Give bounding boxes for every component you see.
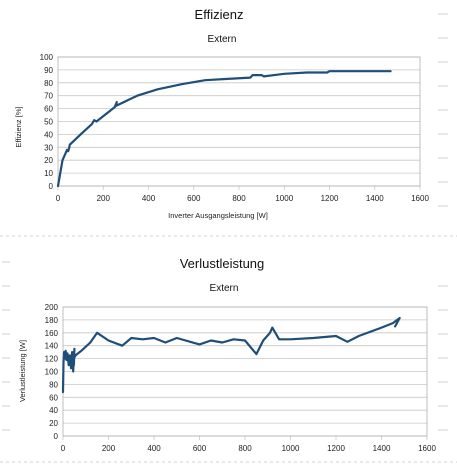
y-tick-label: 0: [54, 432, 59, 441]
power-loss-chart: Verlustleistung Extern 0 20 40 60 80 100 120 14…: [18, 256, 436, 453]
y-tick-label: 0: [49, 182, 54, 191]
y-tick-label: 100: [45, 368, 59, 377]
x-tick-label: 600: [193, 444, 207, 453]
y-tick-label: 40: [44, 130, 53, 139]
x-tick-labels: 0 200 400 600 800 1000 1200 1400 1600: [56, 194, 430, 203]
x-tick-label: 1000: [275, 194, 293, 203]
x-tick-label: 800: [232, 194, 246, 203]
y-tick-label: 100: [40, 53, 54, 62]
y-tick-label: 30: [44, 143, 53, 152]
x-tick-label: 600: [187, 194, 201, 203]
y-tick-label: 10: [44, 169, 53, 178]
chart-subtitle: Extern: [208, 34, 237, 45]
x-tick-label: 1600: [418, 444, 436, 453]
x-tick-label: 0: [56, 194, 61, 203]
efficiency-chart: Effizienz Extern 0102030405060708090100 …: [14, 7, 429, 220]
x-axis-label: Inverter Ausgangsleistung [W]: [168, 211, 268, 220]
y-tick-label: 20: [44, 156, 53, 165]
y-tick-label: 90: [44, 66, 53, 75]
plot-area: [57, 56, 421, 187]
x-tick-label: 200: [97, 194, 111, 203]
chart-title: Effizienz: [195, 7, 244, 22]
y-tick-label: 120: [45, 355, 59, 364]
y-tick-label: 40: [49, 406, 58, 415]
y-tick-label: 200: [45, 303, 59, 312]
y-tick-label: 50: [44, 118, 53, 127]
x-tick-label: 1400: [366, 194, 384, 203]
ruler-marks-left: [2, 261, 10, 431]
x-tick-labels: 0 200 400 600 800 1000 1200 1400 1600: [61, 444, 437, 453]
grid-lines: [57, 56, 421, 190]
power-loss-series-line: [61, 316, 401, 394]
y-tick-label: 80: [44, 79, 53, 88]
x-tick-label: 1600: [411, 194, 429, 203]
x-tick-label: 800: [238, 444, 252, 453]
ruler-marks-right: [438, 13, 448, 431]
y-tick-label: 60: [44, 105, 53, 114]
x-tick-label: 1000: [282, 444, 300, 453]
x-tick-label: 0: [61, 444, 66, 453]
y-tick-label: 160: [45, 329, 59, 338]
x-tick-label: 1200: [327, 444, 345, 453]
chart-title: Verlustleistung: [180, 256, 265, 271]
y-tick-label: 60: [49, 393, 58, 402]
x-tick-label: 400: [147, 444, 161, 453]
y-tick-label: 70: [44, 92, 53, 101]
y-tick-labels: 0 10 20 30 40 50 60 70 80 90 100: [40, 53, 54, 191]
y-tick-label: 140: [45, 342, 59, 351]
efficiency-series-line: [56, 70, 392, 188]
x-tick-label: 1400: [373, 444, 391, 453]
x-tick-label: 200: [102, 444, 116, 453]
y-tick-label: 80: [49, 380, 58, 389]
x-tick-label: 1200: [321, 194, 339, 203]
grid-lines: [62, 306, 428, 440]
y-tick-labels: 0 20 40 60 80 100 120 140 160 180 200: [45, 303, 59, 441]
x-tick-label: 400: [142, 194, 156, 203]
y-tick-label: 20: [49, 419, 58, 428]
y-tick-label: 180: [45, 316, 59, 325]
y-axis-label: Effizienz [%]: [14, 106, 23, 147]
y-axis-label: Verlustleistung [W]: [18, 340, 27, 402]
chart-subtitle: Extern: [210, 283, 239, 294]
